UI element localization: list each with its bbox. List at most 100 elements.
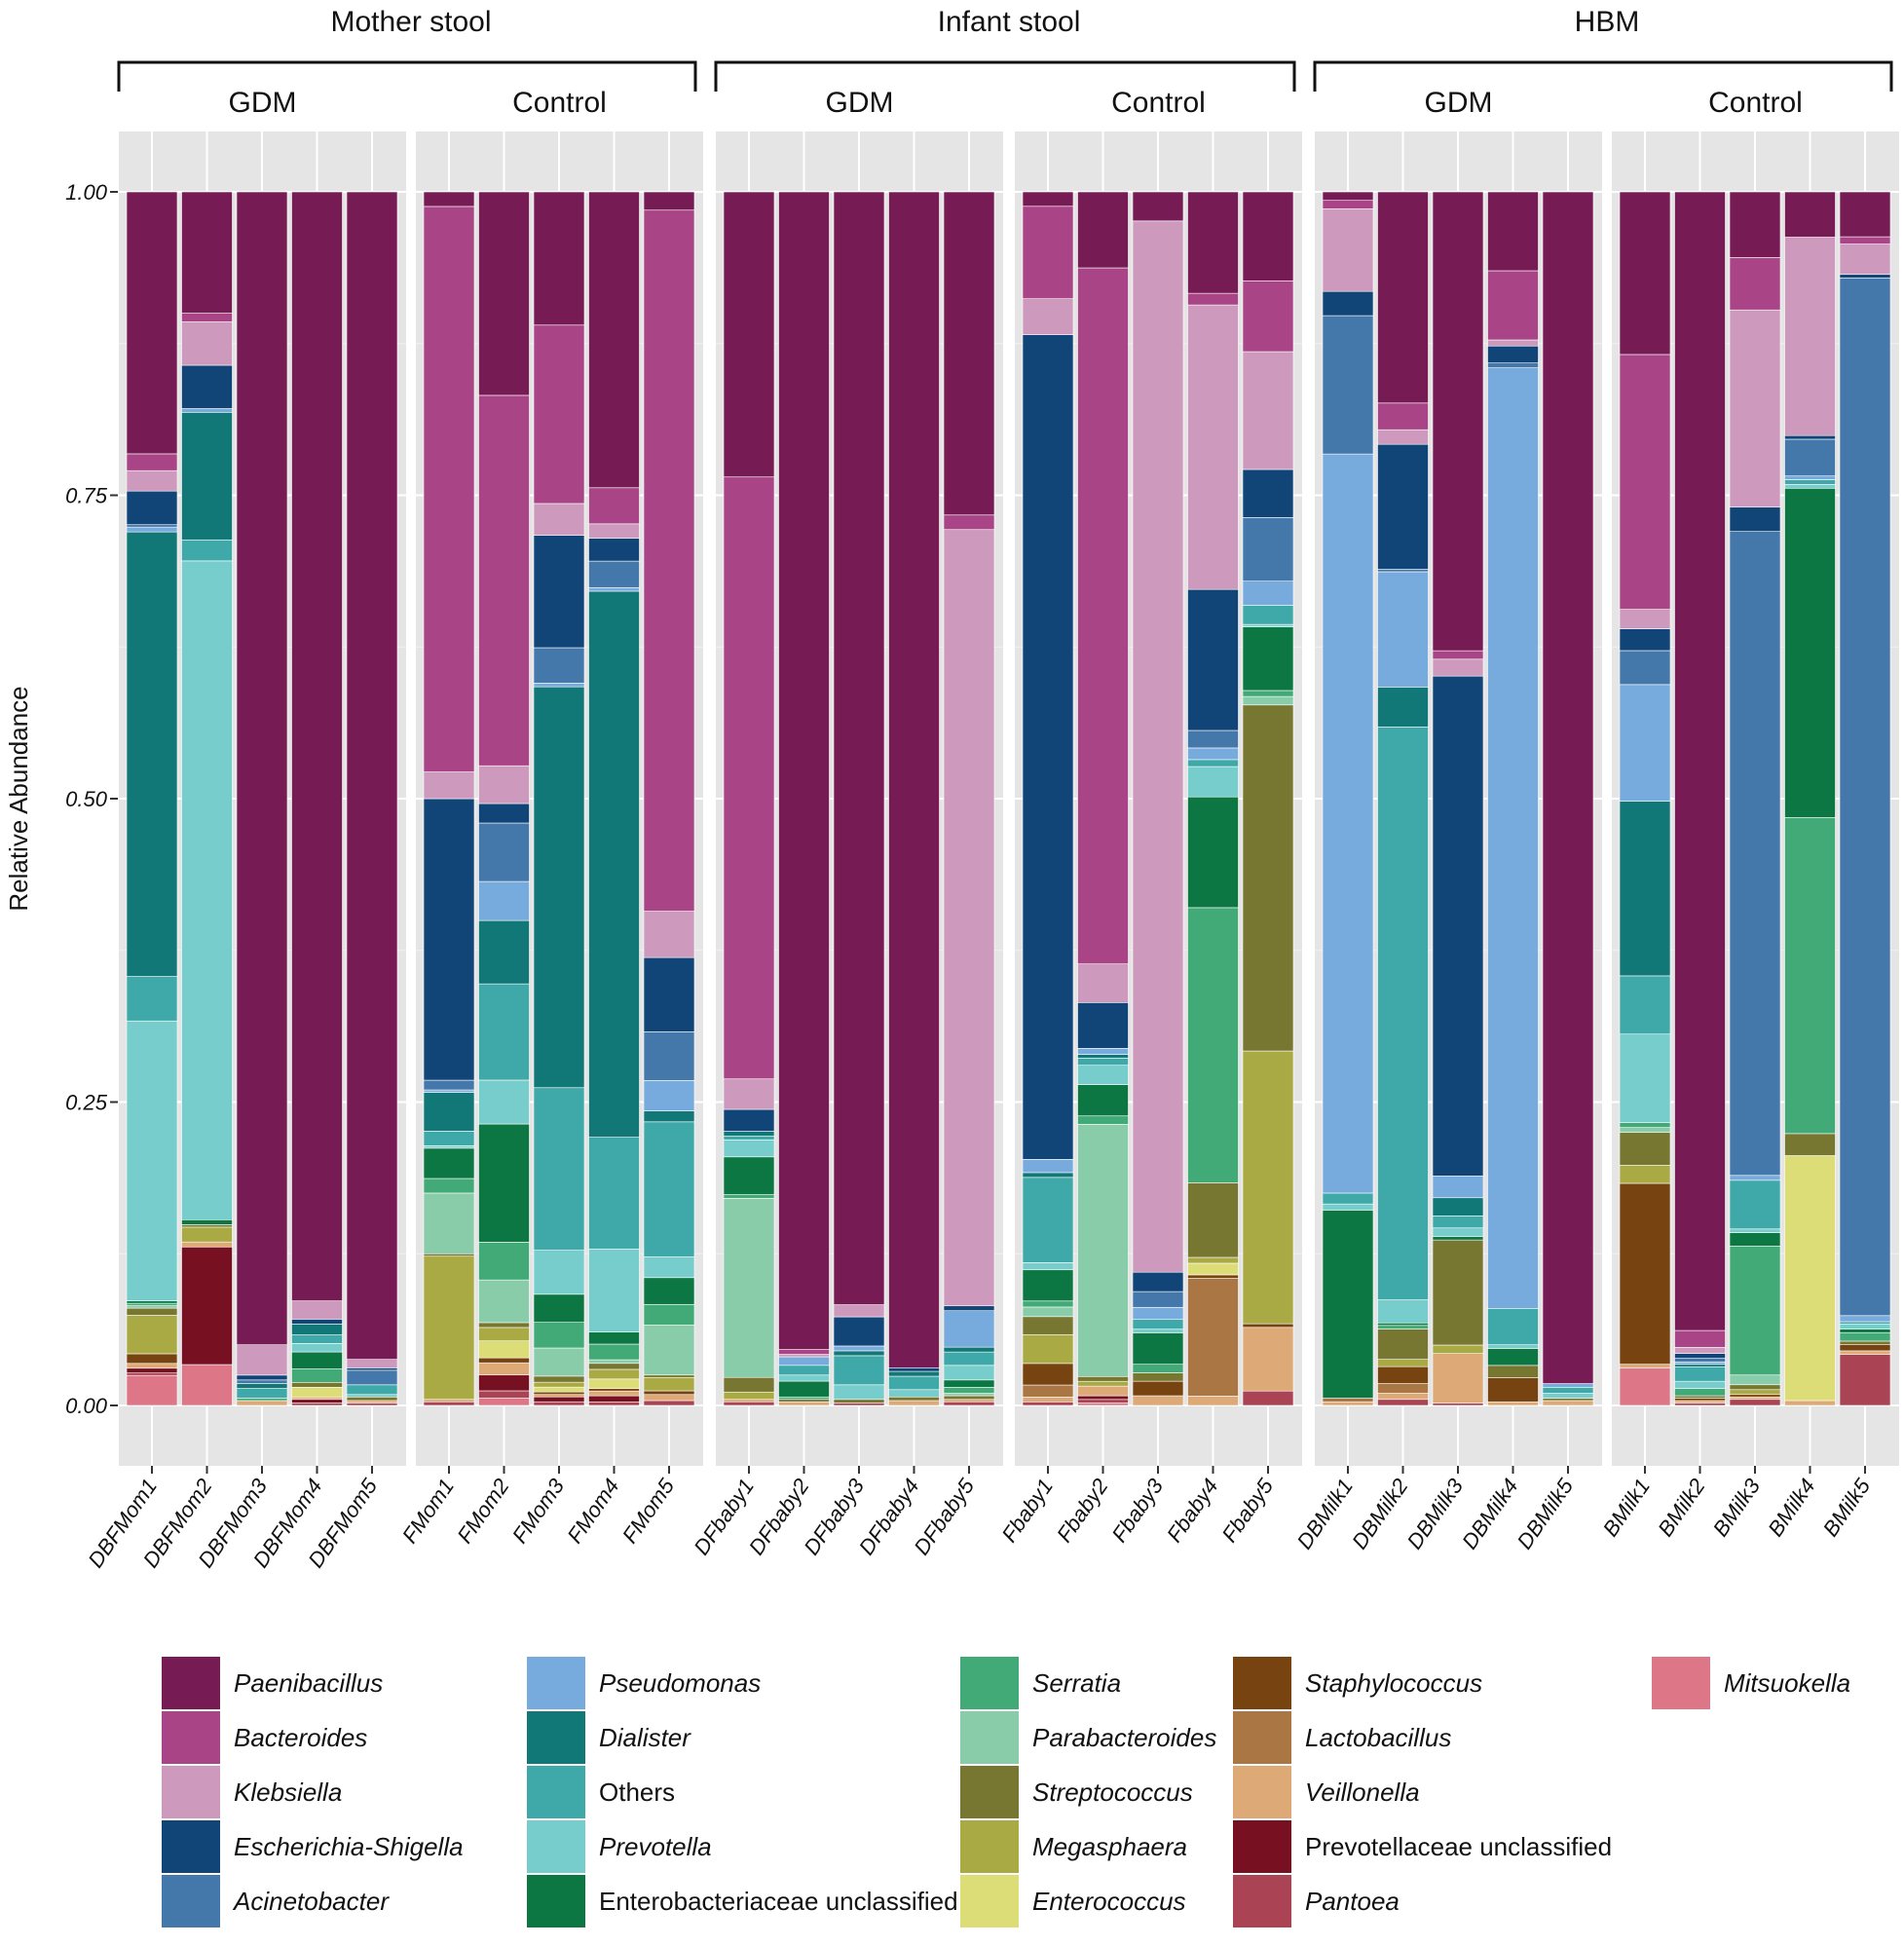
bar-segment-staphylococcus <box>126 1353 178 1365</box>
bar-segment-escherichia-shigella <box>423 798 475 1081</box>
bar-segment-staphylococcus <box>1242 1323 1294 1329</box>
bar-Fbaby1 <box>1022 191 1074 1406</box>
bar-DBFMom4 <box>291 191 343 1406</box>
bar-segment-lactobacillus <box>1022 1384 1074 1398</box>
bar-segment-prevotella <box>181 560 233 1220</box>
bar-segment-dialister <box>833 1350 885 1357</box>
bar-segment-pseudomonas <box>1077 1048 1129 1055</box>
bar-segment-enterobacteriaceae-unclassified <box>291 1351 343 1369</box>
bar-segment-paenibacillus <box>943 191 995 516</box>
bar-segment-pseudomonas <box>588 586 640 592</box>
bar-segment-streptococcus <box>533 1375 585 1383</box>
bar-segment-escherichia-shigella <box>1022 334 1074 1160</box>
bar-DFbaby5 <box>943 191 995 1406</box>
bar-segment-mitsuokella <box>181 1364 233 1406</box>
bar-segment-dialister <box>723 1131 775 1137</box>
bar-segment-pantoea <box>643 1400 695 1406</box>
bar-segment-veillonella <box>181 1241 233 1248</box>
bar-segment-others <box>723 1136 775 1141</box>
bar-segment-bacteroides <box>1839 236 1891 244</box>
y-tick-label: 0.25 <box>65 1091 108 1115</box>
bar-segment-bacteroides <box>126 453 178 471</box>
bar-segment-veillonella <box>126 1363 178 1369</box>
bar-segment-escherichia-shigella <box>1187 588 1239 731</box>
bar-segment-escherichia-shigella <box>588 538 640 562</box>
bar-segment-dialister <box>588 590 640 1138</box>
bar-segment-bacteroides <box>1729 257 1781 311</box>
bar-segment-lactobacillus <box>1377 1383 1429 1394</box>
facet-headers: Mother stool GDM Control Infant stool GDM Con… <box>117 6 1893 119</box>
bar-DBMilk5 <box>1542 191 1594 1406</box>
bar-segment-acinetobacter <box>1242 517 1294 582</box>
legend-swatch <box>527 1711 585 1764</box>
bar-segment-streptococcus <box>1242 704 1294 1052</box>
bar-Fbaby5 <box>1242 191 1294 1406</box>
bar-segment-pantoea <box>346 1403 398 1406</box>
bar-segment-enterobacteriaceae-unclassified <box>778 1380 830 1398</box>
bar-segment-bacteroides <box>1077 267 1129 964</box>
bar-segment-escherichia-shigella <box>346 1367 398 1371</box>
y-axis-label: Relative Abundance <box>4 686 33 911</box>
bar-segment-streptococcus <box>1132 1372 1184 1382</box>
bar-segment-escherichia-shigella <box>1132 1271 1184 1292</box>
bar-segment-prevotella <box>1674 1380 1726 1389</box>
bar-segment-staphylococcus <box>533 1391 585 1396</box>
bar-segment-pseudomonas <box>1187 747 1239 761</box>
bar-segment-streptococcus <box>291 1381 343 1388</box>
bar-segment-escherichia-shigella <box>1729 506 1781 532</box>
x-tick-label: BMilk3 <box>1708 1474 1766 1541</box>
bar-segment-others <box>643 1121 695 1257</box>
bar-segment-escherichia-shigella <box>1242 468 1294 518</box>
bar-segment-streptococcus <box>1187 1182 1239 1258</box>
bar-segment-escherichia-shigella <box>478 803 530 824</box>
legend-item: Veillonella <box>1233 1765 1612 1819</box>
legend-label: Dialister <box>599 1722 691 1752</box>
bar-segment-streptococcus <box>1619 1132 1671 1166</box>
bar-segment-klebsiella <box>1187 304 1239 590</box>
bar-segment-parabacteroides <box>1619 1127 1671 1133</box>
bar-segment-serratia <box>1242 690 1294 697</box>
bar-segment-serratia <box>1619 1122 1671 1128</box>
x-tick-label: BMilk1 <box>1598 1475 1655 1541</box>
bar-segment-pantoea <box>723 1401 775 1406</box>
bar-segment-veillonella <box>1729 1396 1781 1401</box>
bar-segment-megasphaera <box>643 1376 695 1392</box>
bar-segment-pseudomonas <box>778 1356 830 1366</box>
bar-segment-streptococcus <box>1674 1395 1726 1399</box>
legend-swatch <box>527 1875 585 1927</box>
legend-item: Streptococcus <box>960 1765 1216 1819</box>
bar-segment-prevotellaceae-unclassified <box>291 1399 343 1403</box>
facet-panel <box>716 131 1003 1466</box>
bar-segment-pantoea <box>833 1403 885 1406</box>
bar-segment-dialister <box>291 1324 343 1335</box>
bar-segment-serratia <box>478 1242 530 1281</box>
bar-segment-prevotella <box>1077 1065 1129 1085</box>
bar-segment-enterobacteriaceae-unclassified <box>1784 487 1836 818</box>
bar-DBFMom5 <box>346 191 398 1406</box>
legend-item: Prevotellaceae unclassified <box>1233 1819 1612 1874</box>
bar-segment-pantoea <box>533 1401 585 1406</box>
x-tick-label: FMom5 <box>617 1474 680 1548</box>
bar-segment-pseudomonas <box>1784 475 1836 480</box>
bar-segment-acinetobacter <box>423 1079 475 1091</box>
bar-segment-pantoea <box>1729 1399 1781 1406</box>
bar-segment-serratia <box>1077 1115 1129 1125</box>
bar-segment-others <box>533 1087 585 1251</box>
legend-label: Acinetobacter <box>234 1886 389 1916</box>
legend-label: Parabacteroides <box>1032 1722 1217 1752</box>
bar-segment-pantoea <box>588 1401 640 1406</box>
bar-segment-klebsiella <box>291 1300 343 1320</box>
bar-segment-staphylococcus <box>588 1388 640 1392</box>
bar-segment-veillonella <box>236 1400 288 1406</box>
bar-segment-parabacteroides <box>588 1359 640 1365</box>
bar-segment-klebsiella <box>1377 429 1429 445</box>
bar-segment-serratia <box>423 1178 475 1194</box>
bar-segment-serratia <box>291 1368 343 1383</box>
bar-segment-klebsiella <box>1674 1347 1726 1354</box>
bar-segment-staphylococcus <box>1377 1366 1429 1384</box>
legend-column: Staphylococcus Lactobacillus Veillonella Pr… <box>1233 1656 1612 1928</box>
bar-segment-prevotella <box>533 1250 585 1295</box>
legend-label: Streptococcus <box>1032 1777 1193 1807</box>
group-bracket <box>714 60 1296 92</box>
bar-segment-pantoea <box>1839 1354 1891 1406</box>
